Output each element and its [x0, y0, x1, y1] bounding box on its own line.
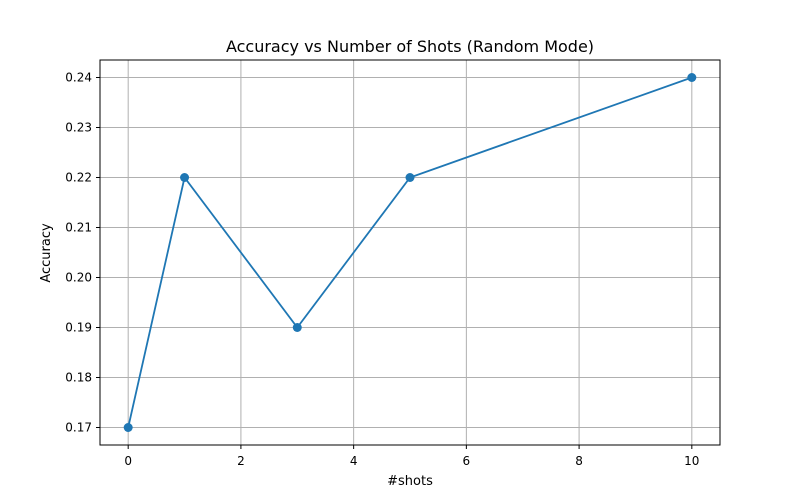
y-tick-label: 0.17: [65, 421, 92, 435]
x-tick-label: 8: [575, 454, 583, 468]
data-series: [123, 73, 697, 432]
data-point: [405, 173, 415, 182]
data-point: [292, 323, 302, 332]
grid-lines: [100, 60, 720, 445]
x-axis-label: #shots: [387, 474, 433, 489]
y-tick-label: 0.18: [65, 371, 92, 385]
y-tick-label: 0.22: [65, 171, 92, 185]
x-tick-label: 4: [350, 454, 358, 468]
y-tick-label: 0.20: [65, 271, 92, 285]
x-tick-label: 6: [463, 454, 471, 468]
chart-title: Accuracy vs Number of Shots (Random Mode…: [226, 37, 594, 56]
y-tick-label: 0.24: [65, 71, 92, 85]
data-point: [123, 423, 133, 432]
y-axis-label: Accuracy: [39, 223, 54, 283]
plot-frame: [99, 59, 721, 446]
data-point: [687, 73, 697, 82]
x-tick-label: 10: [684, 454, 699, 468]
y-tick-label: 0.23: [65, 121, 92, 135]
data-point: [180, 173, 190, 182]
x-tick-label: 2: [237, 454, 245, 468]
x-tick-label: 0: [124, 454, 132, 468]
y-tick-label: 0.21: [65, 221, 92, 235]
y-tick-label: 0.19: [65, 321, 92, 335]
axis-ticks: 0 2 4 6 8 10 0.17 0.18 0.19 0.20 0.21 0.22 0.23 0.24: [65, 71, 699, 469]
